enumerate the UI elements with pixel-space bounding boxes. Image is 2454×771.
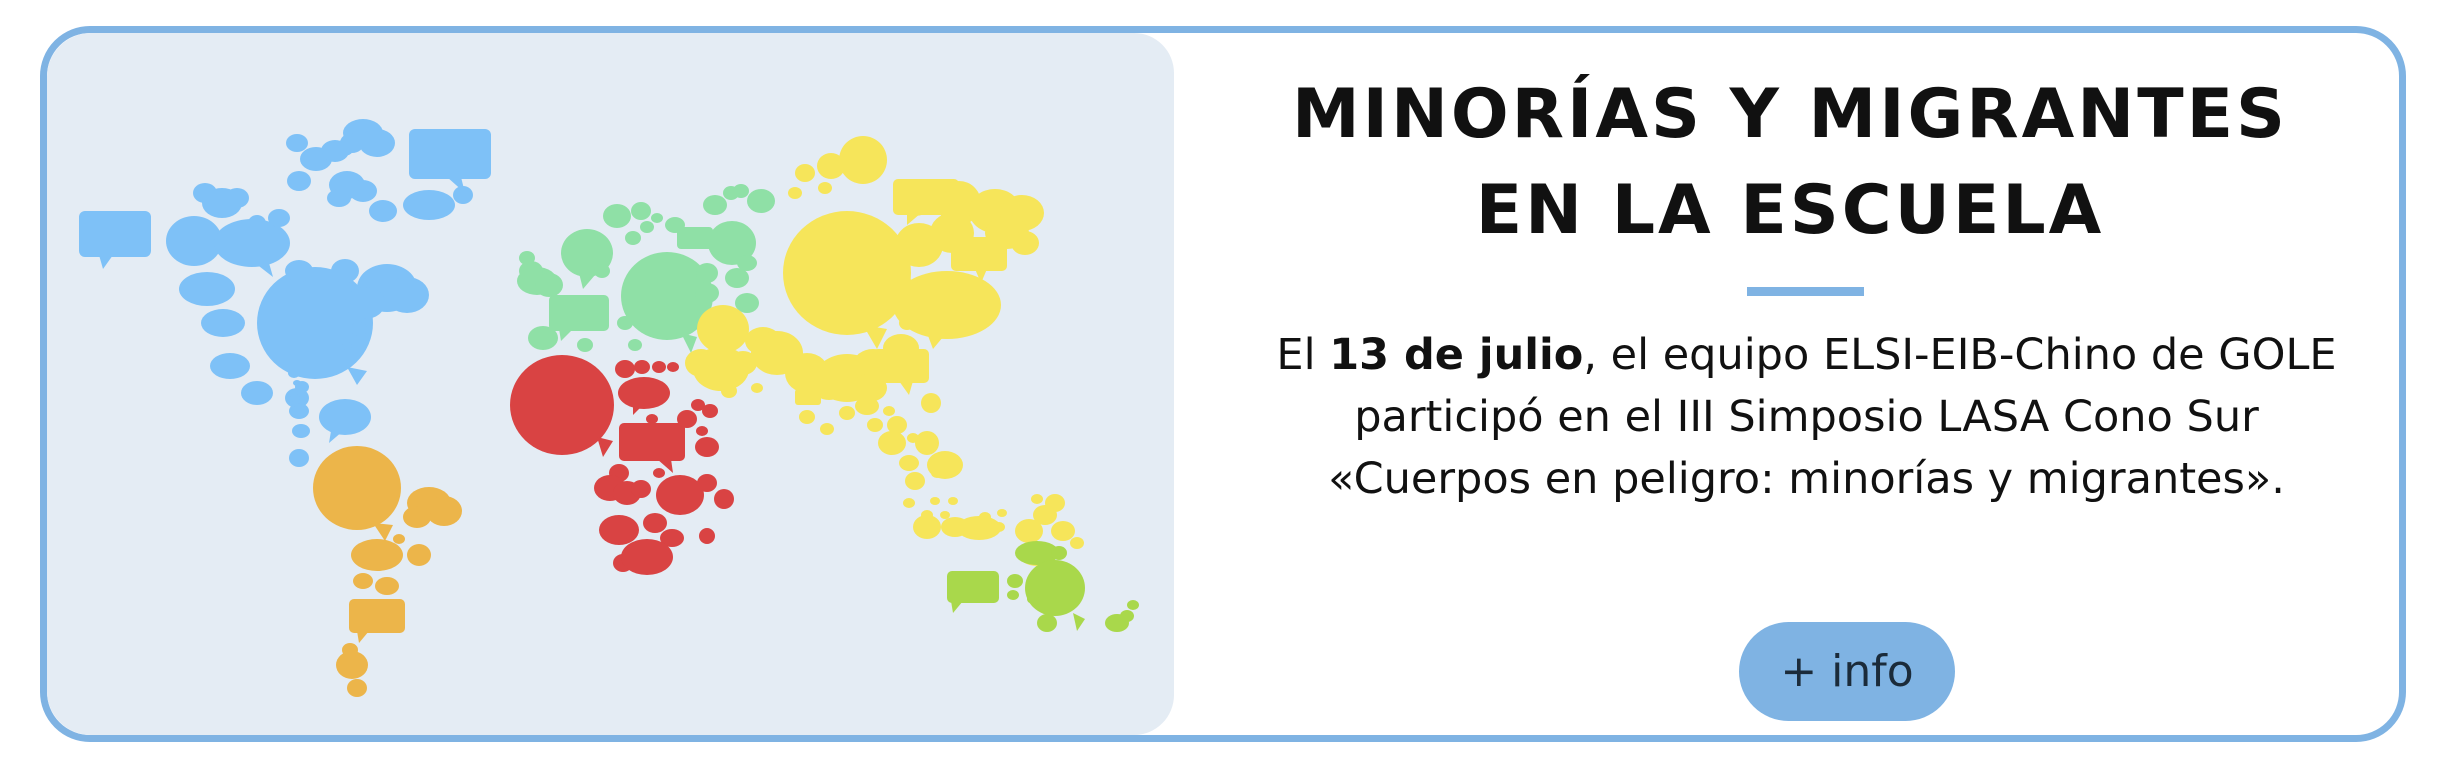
oceania-bubbles [947, 541, 1139, 632]
world-map-speech-bubbles-icon [79, 119, 1139, 697]
title-line-2: EN LA ESCUELA [1475, 171, 2105, 250]
desc-rest: , el equipo ELSI-EIB-Chino de GOLE parti… [1328, 330, 2337, 504]
banner-title: MINORÍAS Y MIGRANTES EN LA ESCUELA [1174, 67, 2399, 259]
south-america-bubbles [313, 446, 462, 697]
more-info-button[interactable]: + info [1739, 622, 1955, 721]
news-banner-card: MINORÍAS Y MIGRANTES EN LA ESCUELA El 13… [40, 26, 2406, 742]
title-divider [1747, 287, 1864, 296]
world-map-panel [47, 33, 1174, 735]
desc-date: 13 de julio [1329, 330, 1584, 380]
north-america-bubbles [79, 119, 491, 467]
desc-prefix: El [1276, 330, 1330, 380]
asia-bubbles [685, 136, 1084, 566]
europe-bubbles [517, 184, 775, 353]
africa-bubbles [510, 355, 734, 575]
banner-description: El 13 de julio, el equipo ELSI-EIB-Chino… [1254, 324, 2359, 510]
banner-content: MINORÍAS Y MIGRANTES EN LA ESCUELA El 13… [1174, 33, 2399, 735]
title-line-1: MINORÍAS Y MIGRANTES [1291, 75, 2289, 154]
